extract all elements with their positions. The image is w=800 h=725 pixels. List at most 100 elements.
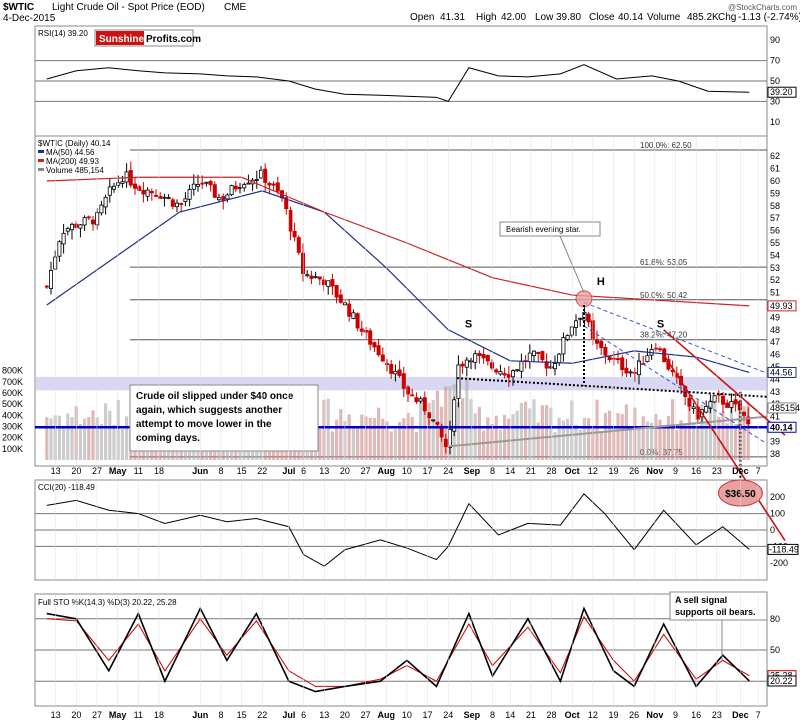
volume-bar <box>83 418 87 460</box>
candle-body <box>502 373 507 376</box>
evening-star-text: Bearish evening star. <box>506 225 581 234</box>
candle-body <box>582 311 587 321</box>
date-tick-label: 24 <box>443 466 453 476</box>
head-label: H <box>597 276 605 288</box>
volume-bar <box>599 431 603 460</box>
chart-symbol: $WTIC <box>3 2 34 13</box>
candle-body <box>116 182 121 186</box>
volume-bar <box>456 402 461 460</box>
rsi-value-label: 39.20 <box>770 87 793 97</box>
fib-label: 50.0%: 50.42 <box>640 291 688 300</box>
sell-signal-line: supports oil bears. <box>675 607 756 617</box>
commentary-box <box>129 384 319 452</box>
volume-bar <box>696 425 700 460</box>
candle-body <box>70 223 75 231</box>
price-value-box <box>767 300 797 312</box>
candle-body <box>380 354 385 362</box>
candle-body <box>414 397 419 403</box>
candle-body <box>406 386 411 395</box>
date-tick-label: 13 <box>51 466 61 476</box>
price-tick-label: 44 <box>770 374 780 384</box>
candle-body <box>410 394 415 397</box>
date-tick-label: 26 <box>629 710 639 720</box>
volume-bar <box>650 422 654 460</box>
volume-bar <box>116 399 120 460</box>
legend-swatch <box>38 159 44 162</box>
date-tick-label: 8 <box>490 710 495 720</box>
rsi-tick-label: 50 <box>770 76 780 86</box>
candle-body <box>389 363 394 374</box>
candle-body <box>124 171 129 183</box>
candle-body <box>557 353 562 364</box>
candle-body <box>296 237 301 253</box>
volume-bar <box>70 417 74 460</box>
candle-body <box>313 276 318 279</box>
date-tick-label: 20 <box>71 466 81 476</box>
volume-bar <box>532 399 536 460</box>
candle-body <box>431 419 436 422</box>
low-value: 39.80 <box>556 12 581 23</box>
volume-bar <box>322 399 326 460</box>
candle-body <box>78 224 83 229</box>
volume-bar <box>477 406 482 460</box>
date-tick-label: Dec <box>732 710 749 720</box>
date-tick-label: Jun <box>192 710 208 720</box>
candle-body <box>691 406 696 409</box>
open-value: 41.31 <box>440 12 465 23</box>
candle-body <box>238 186 243 189</box>
volume-bar <box>112 424 116 460</box>
candle-body <box>149 190 154 194</box>
date-tick-label: 26 <box>629 466 639 476</box>
candle-body <box>616 358 621 361</box>
close-label: Close <box>589 12 615 23</box>
sto-tick-label: 50 <box>770 645 780 655</box>
volume-bar <box>347 414 351 460</box>
low-label: Low <box>535 12 554 23</box>
fib-label: 38.2%: 47.20 <box>640 331 688 340</box>
date-tick-label: Sep <box>464 466 481 476</box>
volume-bar <box>629 426 633 460</box>
date-tick-label: 6 <box>301 466 306 476</box>
cci-label: CCI(20) -118.49 <box>38 483 95 492</box>
candle-body <box>456 364 461 399</box>
candle-body <box>107 186 112 196</box>
price-tick-label: 55 <box>770 238 780 248</box>
candle-body <box>452 399 457 432</box>
volume-bar <box>66 413 70 460</box>
candle-body <box>498 371 503 375</box>
candle-body <box>112 185 117 190</box>
commentary-text: Crude oil slipped under $40 once again, w… <box>136 391 294 444</box>
candle-body <box>397 369 402 377</box>
price-tick-label: 58 <box>770 201 780 211</box>
candle-body <box>359 328 364 332</box>
candle-body <box>712 395 717 403</box>
volume-bar <box>528 408 532 460</box>
volume-bar <box>318 428 322 460</box>
volume-tick-label: 200K <box>2 433 23 443</box>
rsi-value-box <box>767 86 797 98</box>
candle-body <box>233 185 238 190</box>
candle-body <box>187 189 192 200</box>
price-tick-label: 49 <box>770 312 780 322</box>
price-tick-label: 57 <box>770 213 780 223</box>
candle-body <box>721 395 726 405</box>
volume-bar <box>423 403 427 460</box>
price-value-label: 44.56 <box>770 367 793 377</box>
candle-body <box>284 197 289 210</box>
volume-bar <box>603 412 608 460</box>
volume-bar <box>326 398 330 460</box>
volume-label: Volume <box>647 12 681 23</box>
candle-body <box>200 182 205 185</box>
candle-body <box>259 169 264 179</box>
right-shoulder-label: S <box>657 318 664 330</box>
candle-body <box>742 411 747 416</box>
candle-body <box>574 320 579 328</box>
candle-body <box>519 360 524 372</box>
volume-bar <box>574 424 578 460</box>
logo-part1: Sunshine <box>99 34 144 45</box>
candle-body <box>578 317 583 320</box>
date-tick-label: 13 <box>51 710 61 720</box>
candle-body <box>212 184 217 198</box>
date-tick-label: Aug <box>377 710 395 720</box>
rsi-tick-label: 90 <box>770 35 780 45</box>
